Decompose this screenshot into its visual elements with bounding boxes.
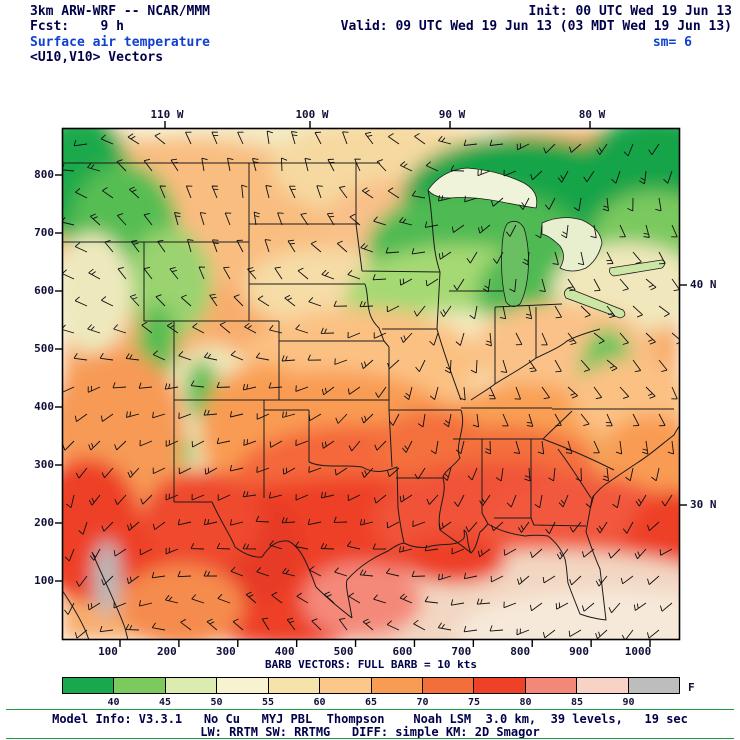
colorbar-tick-label: 50: [210, 697, 223, 708]
separator-line-bottom: [6, 738, 734, 739]
colorbar-segment: [268, 678, 321, 693]
axis-label-left: 300: [34, 458, 54, 471]
colorbar-segment: [474, 678, 526, 693]
colorbar-labels: 40 45 50 55 60 65 70 75 80 85 90: [62, 697, 680, 709]
colorbar-tick-label: 75: [467, 697, 481, 708]
axis-label-bottom: 300: [215, 645, 236, 658]
colorbar-segment: [114, 678, 166, 693]
model-info-line2: LW: RRTM SW: RRTMG DIFF: simple KM: 2D S…: [200, 725, 540, 739]
axis-label-left: 600: [34, 284, 54, 297]
colorbar-tick-label: 60: [313, 697, 326, 708]
valid-time: Valid: 09 UTC Wed 19 Jun 13 (03 MDT Wed …: [340, 19, 732, 34]
smooth-label: sm= 6: [652, 35, 692, 50]
temperature-map: [62, 128, 680, 640]
colorbar-tick-label: 90: [622, 697, 635, 708]
init-time: Init: 00 UTC Wed 19 Jun 13: [528, 4, 733, 19]
axis-label-left: 700: [34, 226, 54, 239]
axis-label-left: 100: [34, 574, 54, 587]
colorbar: [62, 677, 680, 694]
axis-label-bottom: 1000: [624, 645, 652, 658]
axis-label-left: 800: [34, 168, 54, 181]
colorbar-tick-label: 80: [519, 697, 532, 708]
field-title: Surface air temperature: [30, 35, 211, 50]
colorbar-segment: [371, 678, 423, 693]
colorbar-segment: [217, 678, 269, 693]
colorbar-tick-label: 65: [364, 697, 378, 708]
colorbar-tick-label: 55: [261, 697, 275, 708]
axis-label-top: 90 W: [438, 108, 466, 121]
axis-label-top: 80 W: [578, 108, 606, 121]
axis-label-left: 500: [34, 342, 54, 355]
colorbar-segment: [165, 678, 218, 693]
separator-line: [6, 709, 734, 710]
axis-label-bottom: 200: [156, 645, 177, 658]
model-title: 3km ARW-WRF -- NCAR/MMM: [30, 4, 211, 19]
axis-label-bottom: 600: [392, 645, 413, 658]
colorbar-segment: [525, 678, 578, 693]
colorbar-tick-label: 40: [107, 697, 120, 708]
axis-label-right: 40 N: [690, 278, 717, 291]
temperature-field: [62, 128, 680, 640]
colorbar-segment: [63, 678, 115, 693]
barb-caption: BARB VECTORS: FULL BARB = 10 kts: [265, 658, 477, 671]
axis-label-bottom: 400: [274, 645, 295, 658]
colorbar-tick-label: 45: [158, 697, 172, 708]
colorbar-segment: [577, 678, 629, 693]
colorbar-segment: [422, 678, 475, 693]
colorbar-tick-label: 70: [416, 697, 429, 708]
vector-label: <U10,V10> Vectors: [30, 50, 164, 65]
colorbar-tick-label: 85: [570, 697, 584, 708]
axis-label-bottom: 500: [333, 645, 354, 658]
model-info-line1: Model Info: V3.3.1 No Cu MYJ PBL Thompso…: [52, 712, 688, 726]
axis-label-bottom: 100: [98, 645, 118, 658]
axis-label-bottom: 800: [510, 645, 531, 658]
axis-label-bottom: 700: [451, 645, 472, 658]
fcst-hour: Fcst: 9 h: [30, 19, 124, 34]
axis-label-top: 100 W: [295, 108, 329, 121]
colorbar-segment: [628, 678, 680, 693]
axis-label-bottom: 900: [569, 645, 590, 658]
axis-label-left: 400: [34, 400, 54, 413]
axis-label-top: 110 W: [150, 108, 184, 121]
colorbar-unit: F: [688, 681, 695, 694]
colorbar-segment: [320, 678, 372, 693]
axis-label-left: 200: [34, 516, 54, 529]
axis-label-right: 30 N: [690, 498, 717, 511]
